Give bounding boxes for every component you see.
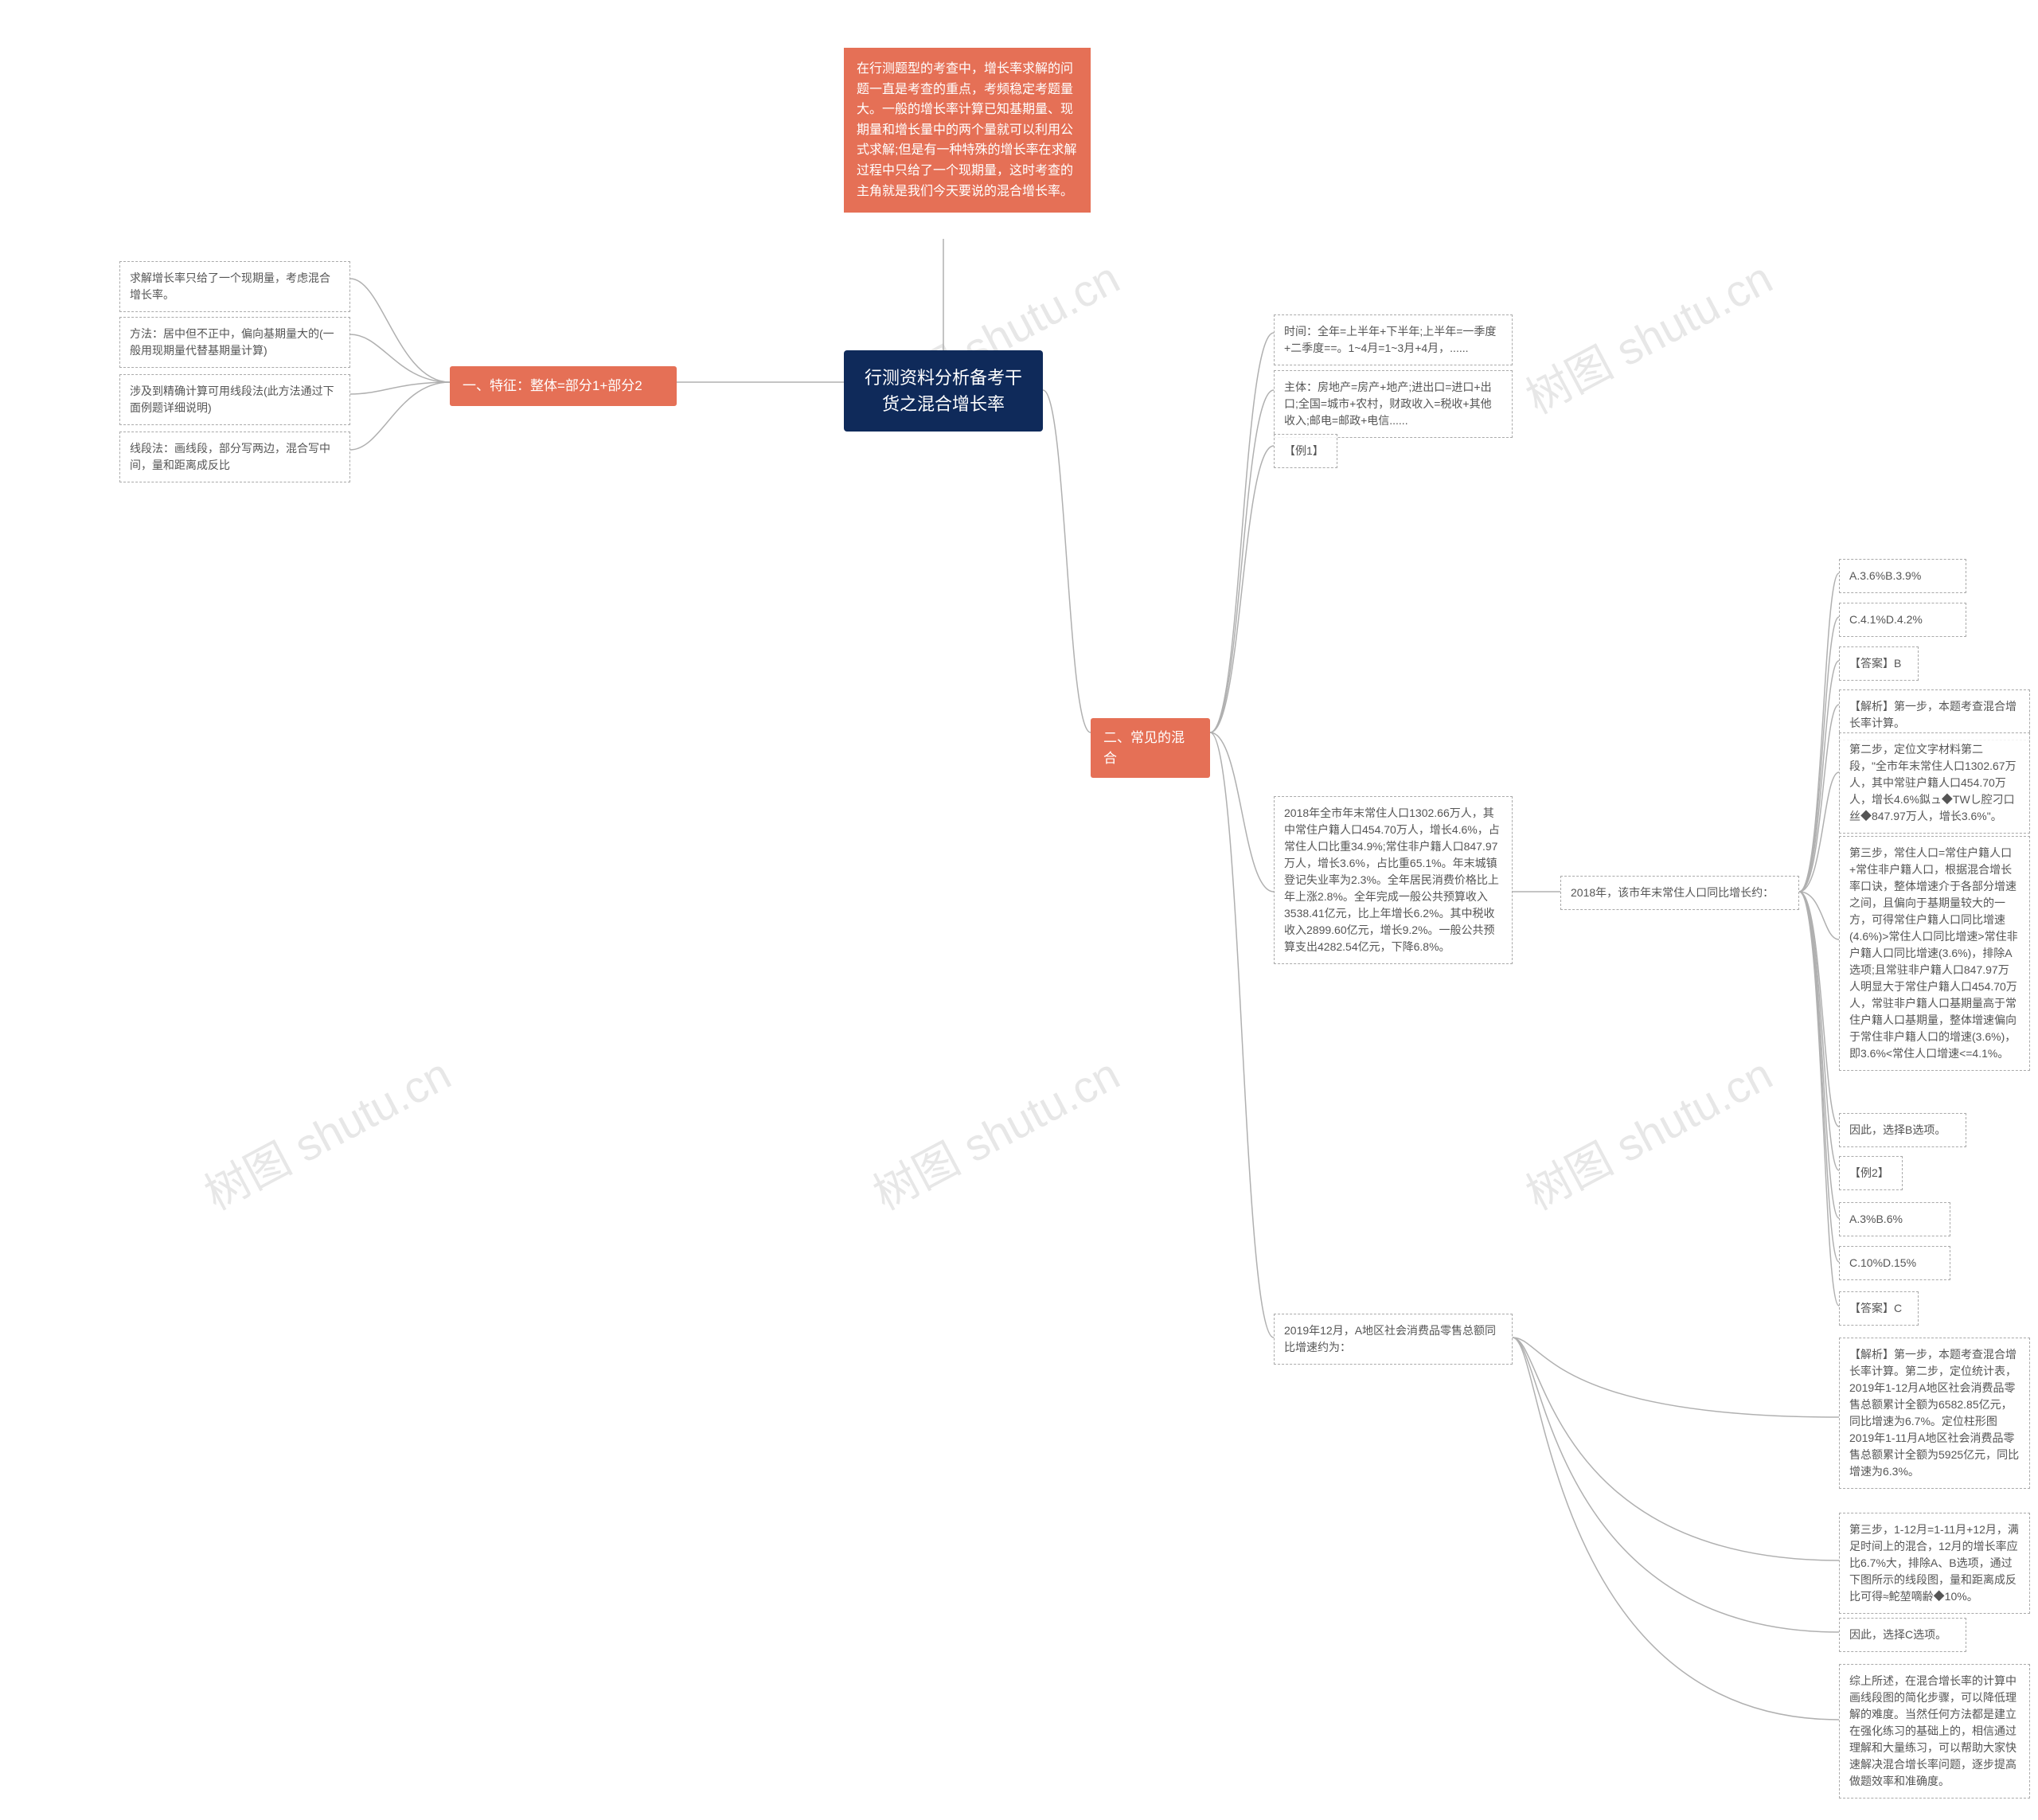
branch1-leaf-3: 线段法：画线段，部分写两边，混合写中间，量和距离成反比 (119, 432, 350, 482)
ex2-label: 【例2】 (1839, 1156, 1903, 1190)
root-node: 行测资料分析备考干货之混合增长率 (844, 350, 1043, 432)
branch1-leaf-0: 求解增长率只给了一个现期量，考虑混合增长率。 (119, 261, 350, 312)
branch1-leaf-2: 涉及到精确计算可用线段法(此方法通过下面例题详细说明) (119, 374, 350, 425)
ex1-concl: 因此，选择B选项。 (1839, 1113, 1966, 1147)
b2-subject: 主体：房地产=房产+地产;进出口=进口+出口;全国=城市+农村，财政收入=税收+… (1274, 370, 1513, 438)
ex1-ans: 【答案】B (1839, 646, 1919, 681)
branch1-leaf-1: 方法：居中但不正中，偏向基期量大的(一般用现期量代替基期量计算) (119, 317, 350, 368)
summary: 综上所述，在混合增长率的计算中画线段图的简化步骤，可以降低理解的难度。当然任何方… (1839, 1664, 2030, 1799)
b2-ex1-passage: 2018年全市年末常住人口1302.66万人，其中常住户籍人口454.70万人，… (1274, 796, 1513, 964)
ex1-step3: 第三步，常住人口=常住户籍人口+常住非户籍人口，根据混合增长率口诀，整体增速介于… (1839, 836, 2030, 1071)
ex2-ans: 【答案】C (1839, 1291, 1919, 1326)
ex2-step3: 第三步，1-12月=1-11月+12月，满足时间上的混合，12月的增长率应比6.… (1839, 1513, 2030, 1614)
branch-2: 二、常见的混合 (1091, 718, 1210, 778)
ex1-opt-c: C.4.1%D.4.2% (1839, 603, 1966, 637)
watermark: 树图 shutu.cn (861, 1039, 1130, 1223)
ex1-step2: 第二步，定位文字材料第二段，"全市年末常住人口1302.67万人，其中常驻户籍人… (1839, 732, 2030, 834)
ex2-opt-a: A.3%B.6% (1839, 1202, 1950, 1236)
b2-ex1-label: 【例1】 (1274, 434, 1337, 468)
b2-ex1-q: 2018年，该市年末常住人口同比增长约： (1560, 876, 1799, 910)
watermark: 树图 shutu.cn (1513, 243, 1782, 427)
b2-ex2-q: 2019年12月，A地区社会消费品零售总额同比增速约为： (1274, 1314, 1513, 1365)
b2-time: 时间：全年=上半年+下半年;上半年=一季度+二季度==。1~4月=1~3月+4月… (1274, 314, 1513, 365)
ex2-opt-c: C.10%D.15% (1839, 1246, 1950, 1280)
branch-1: 一、特征：整体=部分1+部分2 (450, 366, 677, 406)
watermark: 树图 shutu.cn (192, 1039, 461, 1223)
ex2-concl: 因此，选择C选项。 (1839, 1618, 1966, 1652)
intro-text: 在行测题型的考查中，增长率求解的问题一直是考查的重点，考频稳定考题量大。一般的增… (844, 48, 1091, 213)
ex2-step12: 【解析】第一步，本题考查混合增长率计算。第二步，定位统计表，2019年1-12月… (1839, 1338, 2030, 1489)
ex1-opt-a: A.3.6%B.3.9% (1839, 559, 1966, 593)
watermark: 树图 shutu.cn (1513, 1039, 1782, 1223)
